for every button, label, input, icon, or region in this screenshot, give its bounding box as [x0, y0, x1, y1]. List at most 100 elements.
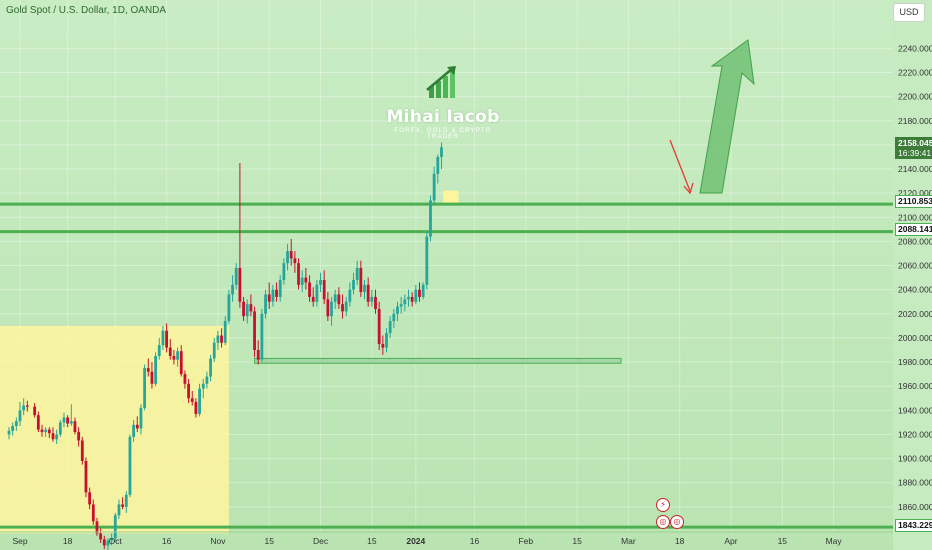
- candle-body: [319, 280, 322, 285]
- candle-body: [102, 539, 106, 546]
- bearish-arrow-shaft: [669, 139, 691, 192]
- y-tick-label: 2240.000: [898, 43, 932, 53]
- currency-button[interactable]: USD: [893, 3, 925, 22]
- candle-body: [429, 200, 432, 237]
- candle-body: [337, 294, 341, 305]
- horizontal-levels[interactable]: [0, 202, 893, 529]
- zones: [0, 190, 622, 534]
- x-tick-label: May: [826, 536, 843, 546]
- symbol-title[interactable]: Gold Spot / U.S. Dollar, 1D, OANDA: [6, 5, 167, 16]
- candle-body: [425, 236, 429, 285]
- candle-body: [36, 415, 40, 430]
- candle-body: [403, 299, 407, 305]
- x-tick-label: 16: [470, 536, 480, 546]
- candle-body: [311, 296, 315, 302]
- candle-body: [271, 289, 275, 302]
- candle-body: [355, 267, 359, 281]
- candle-body: [77, 432, 81, 441]
- candle-body: [194, 401, 198, 414]
- support-level-badge: 2088.141: [895, 223, 932, 236]
- candle-body: [366, 284, 370, 302]
- y-tick-label: 2140.000: [898, 164, 932, 174]
- candle-body: [392, 313, 396, 322]
- y-tick-label: 2040.000: [898, 285, 932, 295]
- x-tick-label: Feb: [518, 536, 533, 546]
- y-tick-label: 2080.000: [898, 236, 932, 246]
- x-tick-label: Oct: [109, 536, 123, 546]
- candle-body: [220, 335, 223, 343]
- candle-body: [209, 358, 212, 377]
- candle-body: [275, 289, 278, 297]
- candle-body: [69, 421, 73, 424]
- candle-body: [253, 311, 256, 350]
- x-tick-label: Apr: [724, 536, 737, 546]
- candle-body: [293, 258, 297, 264]
- candle-body: [58, 422, 62, 435]
- x-tick-label: 15: [264, 536, 274, 546]
- candle-body: [113, 515, 117, 539]
- logo-tagline: FOREX, GOLD & CRYPTO TRADER: [394, 128, 492, 140]
- candle-body: [330, 301, 333, 317]
- candle-body: [154, 356, 158, 384]
- candle-body: [377, 308, 381, 344]
- candle-body: [260, 313, 264, 360]
- candle-body: [374, 296, 377, 309]
- x-tick-label: Dec: [313, 536, 329, 546]
- candle-body: [205, 376, 209, 384]
- candle-body: [414, 289, 418, 302]
- candle-body: [344, 301, 348, 312]
- bullish-arrow: [699, 39, 755, 194]
- candle-body: [227, 294, 231, 322]
- economic-event-icon-2[interactable]: ◎: [670, 515, 684, 529]
- candle-body: [117, 504, 121, 516]
- y-tick-label: 1980.000: [898, 357, 932, 367]
- time-axis[interactable]: Sep 18 Oct 16 Nov 15 Dec 15 2024 16 Feb 15 Mar 18 Apr 1…: [0, 531, 893, 546]
- candle-body: [432, 173, 436, 201]
- candle-body: [297, 263, 300, 285]
- x-tick-label: 18: [63, 536, 73, 546]
- candle-body: [14, 421, 18, 427]
- candle-body: [256, 349, 260, 360]
- candle-body: [165, 330, 168, 348]
- price-axis[interactable]: 1860.000 1880.000 1900.000 1920.000 1940.000…: [893, 0, 932, 550]
- yellow-range-zone: [0, 325, 229, 534]
- price-axis-bg: [893, 0, 932, 550]
- candle-body: [139, 407, 143, 429]
- candle-body: [396, 306, 399, 314]
- x-tick-label: 16: [162, 536, 172, 546]
- y-tick-label: 1920.000: [898, 429, 932, 439]
- candle-body: [106, 540, 110, 546]
- y-tick-label: 1900.000: [898, 454, 932, 464]
- candle-body: [399, 304, 403, 307]
- candle-body: [278, 280, 282, 297]
- candle-body: [128, 436, 132, 495]
- target-zone: [443, 190, 459, 203]
- candle-body: [245, 304, 249, 317]
- candle-body: [333, 294, 337, 302]
- candle-body: [47, 429, 51, 434]
- candle-body: [88, 492, 92, 505]
- current-price-badge: 2158.045: [895, 137, 932, 149]
- candle-body: [11, 426, 15, 431]
- economic-event-icon[interactable]: ◎: [656, 515, 670, 529]
- candle-body: [22, 405, 26, 411]
- candle-body: [121, 504, 125, 507]
- x-tick-label: Mar: [621, 536, 636, 546]
- y-tick-label: 2000.000: [898, 333, 932, 343]
- candle-body: [25, 405, 29, 407]
- candle-body: [84, 460, 88, 493]
- candle-body: [238, 267, 242, 302]
- brand-logo: Mihai Iacob FOREX, GOLD & CRYPTO TRADER: [380, 64, 506, 140]
- candle-body: [418, 289, 421, 297]
- candle-body: [7, 430, 11, 435]
- candle-body: [187, 383, 190, 399]
- candle-body: [124, 494, 128, 507]
- bottom-level-badge: 1843.229: [895, 519, 932, 532]
- candle-body: [66, 417, 70, 424]
- candle-body: [135, 424, 139, 429]
- y-tick-label: 2020.000: [898, 309, 932, 319]
- lightning-event-icon[interactable]: ⚡: [656, 498, 670, 512]
- candle-body: [183, 374, 187, 384]
- y-tick-label: 2100.000: [898, 212, 932, 222]
